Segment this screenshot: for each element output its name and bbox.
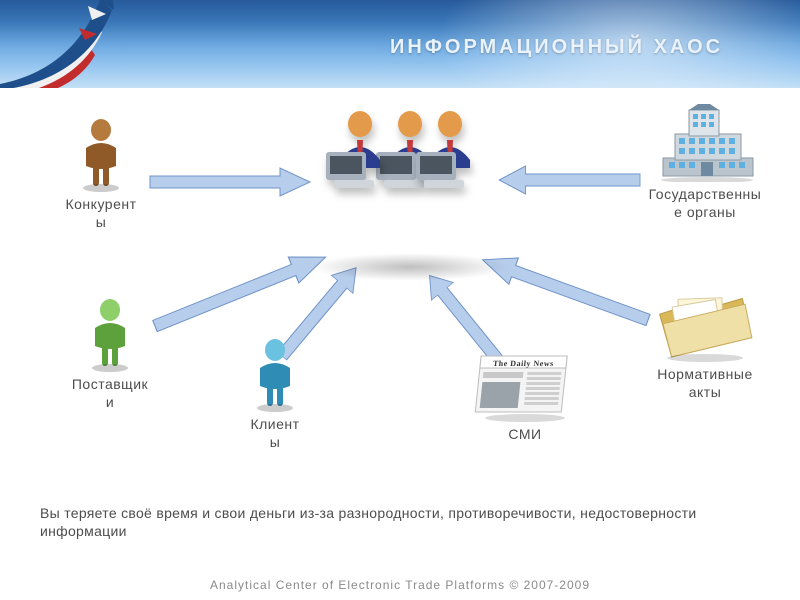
person-icon: [76, 118, 126, 192]
node-suppliers: Поставщик и: [50, 298, 170, 411]
label: ы: [96, 214, 107, 230]
label: Конкурент: [65, 196, 136, 212]
newspaper-icon: The Daily News: [470, 348, 580, 422]
diagram-canvas: Конкурент ы Поставщик и: [0, 88, 800, 488]
businessman-2: [320, 108, 400, 188]
node-media: The Daily News СМИ: [460, 348, 590, 444]
label: Нормативные: [657, 366, 753, 382]
label: Клиент: [250, 416, 299, 432]
page-title: ИНФОРМАЦИОННЫЙ ХАОС: [390, 36, 723, 59]
label: ы: [270, 434, 281, 450]
label: СМИ: [508, 426, 541, 442]
node-government: Государственны е органы: [625, 108, 785, 221]
shadow: [310, 253, 510, 281]
swoosh-logo: [0, 0, 170, 88]
person-icon: [250, 338, 300, 412]
center-cluster: [320, 108, 500, 278]
footer-text: Analytical Center of Electronic Trade Pl…: [0, 578, 800, 592]
building-icon: [645, 104, 765, 182]
label: Поставщик: [72, 376, 148, 392]
header-banner: ИНФОРМАЦИОННЫЙ ХАОС: [0, 0, 800, 88]
caption-text: Вы теряете своё время и свои деньги из-з…: [40, 504, 770, 540]
label: акты: [689, 384, 722, 400]
node-clients: Клиент ы: [230, 338, 320, 451]
label: Государственны: [649, 186, 762, 202]
node-regulations: Нормативные акты: [640, 288, 770, 401]
person-icon: [85, 298, 135, 372]
label: и: [106, 394, 114, 410]
label: е органы: [674, 204, 736, 220]
businessman-3: [410, 108, 490, 188]
svg-text:The Daily News: The Daily News: [493, 359, 555, 368]
folder-icon: [650, 288, 760, 362]
node-competitors: Конкурент ы: [36, 118, 166, 231]
